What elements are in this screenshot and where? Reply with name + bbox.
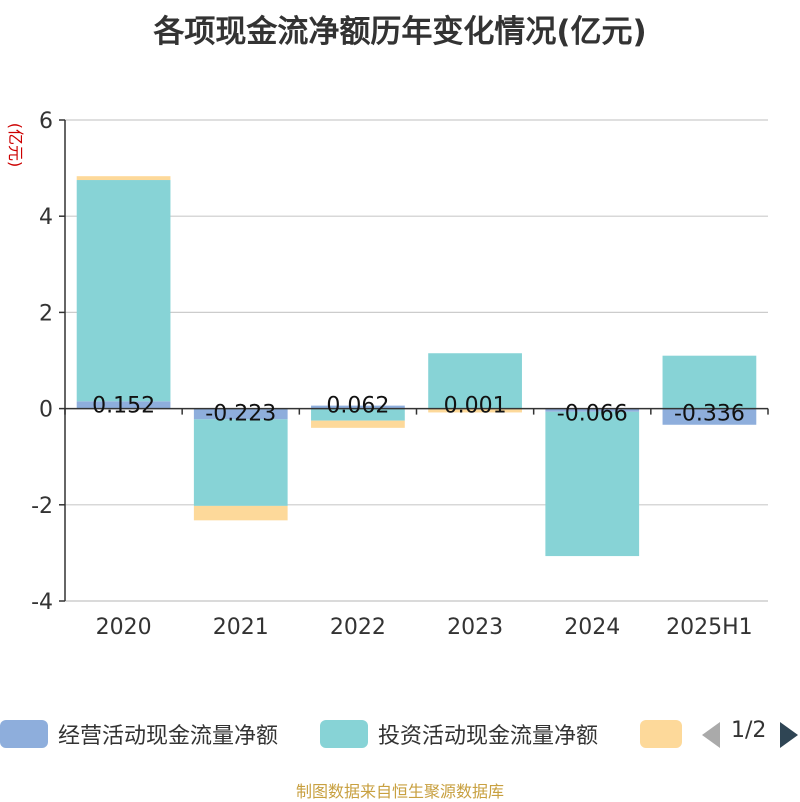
- y-tick-label: 2: [39, 301, 53, 326]
- chevron-left-icon[interactable]: [700, 720, 722, 750]
- bar-segment[interactable]: [76, 180, 171, 402]
- legend-swatch-operating: [0, 720, 48, 748]
- y-tick-label: 6: [39, 109, 53, 134]
- data-label: -0.066: [557, 402, 628, 427]
- x-tick-label: 2022: [330, 615, 386, 640]
- bar-segment[interactable]: [311, 408, 405, 421]
- legend-pager: 1/2: [731, 718, 767, 743]
- bar-segment[interactable]: [662, 355, 757, 409]
- legend-item-investing[interactable]: 投资活动现金流量净额: [320, 716, 598, 752]
- data-label: -0.336: [674, 402, 745, 427]
- legend-label-investing: 投资活动现金流量净额: [378, 724, 599, 749]
- source-note: 制图数据来自恒生聚源数据库: [295, 782, 504, 801]
- legend-swatch-financing: [640, 720, 682, 748]
- axes: -4 -2 0 2 4 6 2020 2021 2022 2023 2024 2025H1: [31, 109, 769, 640]
- bar-segment[interactable]: [76, 176, 171, 181]
- y-tick-label: 4: [39, 205, 53, 230]
- data-labels: 0.152 -0.223 0.062 0.001 -0.066 -0.336: [92, 394, 745, 427]
- legend-item-financing[interactable]: [640, 716, 682, 752]
- data-label: 0.001: [444, 394, 507, 419]
- bar-segment[interactable]: [311, 405, 405, 409]
- y-axis-unit-label: (亿元): [6, 123, 25, 168]
- legend-item-operating[interactable]: 经营活动现金流量净额: [0, 716, 278, 752]
- x-tick-label: 2020: [96, 615, 152, 640]
- bar-segment[interactable]: [193, 505, 288, 521]
- bar-segment[interactable]: [428, 353, 522, 409]
- y-tick-label: 0: [39, 398, 53, 423]
- legend-label-operating: 经营活动现金流量净额: [58, 724, 279, 749]
- bar-segment[interactable]: [311, 420, 405, 428]
- x-tick-label: 2023: [447, 615, 503, 640]
- legend-swatch-investing: [320, 720, 368, 748]
- bar-segment[interactable]: [662, 408, 757, 425]
- legend: 经营活动现金流量净额 投资活动现金流量净额: [0, 716, 800, 756]
- grid-lines: [65, 119, 768, 602]
- bars: [76, 176, 757, 557]
- bar-segment[interactable]: [193, 419, 288, 506]
- bar-segment[interactable]: [428, 408, 522, 413]
- x-tick-label: 2025H1: [666, 615, 753, 640]
- chart-title: 各项现金流净额历年变化情况(亿元): [153, 14, 647, 50]
- x-tick-label: 2021: [213, 615, 269, 640]
- x-tick-label: 2024: [564, 615, 620, 640]
- y-tick-label: -2: [31, 494, 53, 519]
- data-label: 0.062: [326, 394, 389, 419]
- bar-segment[interactable]: [545, 408, 640, 412]
- bar-segment[interactable]: [193, 408, 288, 420]
- bar-segment[interactable]: [545, 411, 640, 557]
- y-tick-label: -4: [31, 590, 53, 615]
- chevron-right-icon[interactable]: [778, 720, 800, 750]
- bar-segment[interactable]: [76, 401, 171, 409]
- data-label: 0.152: [92, 394, 155, 419]
- data-label: -0.223: [205, 402, 276, 427]
